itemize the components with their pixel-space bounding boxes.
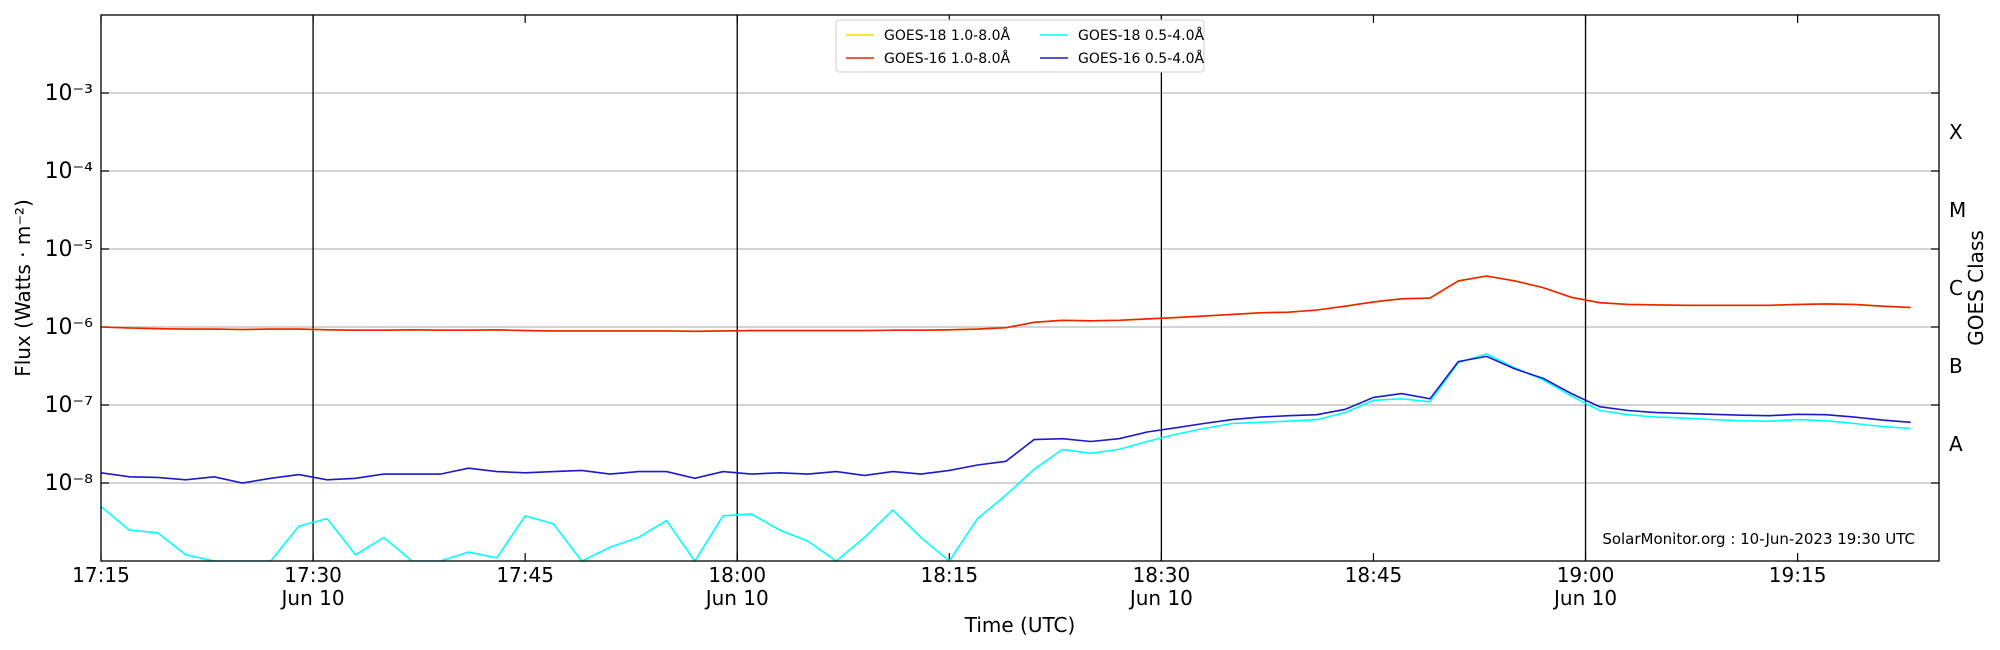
legend-label: GOES-18 1.0-8.0Å bbox=[884, 27, 1010, 44]
x-tick-label: 19:00 Jun 10 bbox=[1552, 563, 1617, 610]
plot-frame bbox=[100, 14, 1940, 562]
y2-axis-label: GOES Class bbox=[1964, 230, 1988, 346]
legend-label: GOES-16 0.5-4.0Å bbox=[1078, 50, 1204, 67]
x-tick-label: 18:45 bbox=[1345, 563, 1403, 587]
y-tick-label: 10⁻⁶ bbox=[45, 315, 94, 340]
series-line bbox=[101, 355, 1911, 484]
legend-label: GOES-18 0.5-4.0Å bbox=[1078, 27, 1204, 44]
legend-box bbox=[835, 19, 1205, 73]
x-tick-label: 18:00 Jun 10 bbox=[704, 563, 769, 610]
x-tick-label: 17:45 bbox=[496, 563, 554, 587]
x-tick-label: 18:15 bbox=[920, 563, 978, 587]
y-tick-label: 10⁻⁸ bbox=[45, 471, 94, 496]
y2-tick-label: A bbox=[1949, 432, 1963, 456]
x-axis-label: Time (UTC) bbox=[964, 613, 1076, 637]
plot-area bbox=[101, 275, 1911, 561]
y-tick-label: 10⁻³ bbox=[45, 81, 93, 106]
y-axis-label: Flux (Watts · m⁻²) bbox=[11, 199, 35, 377]
y2-tick-label: B bbox=[1949, 354, 1963, 378]
x-tick-label: 18:30 Jun 10 bbox=[1128, 563, 1193, 610]
series-line bbox=[101, 353, 1911, 561]
series-line bbox=[101, 275, 1911, 333]
y-tick-label: 10⁻⁴ bbox=[45, 159, 94, 184]
y2-tick-label: X bbox=[1949, 120, 1963, 144]
y2-tick-label: M bbox=[1949, 198, 1966, 222]
x-tick-label: 17:15 bbox=[72, 563, 130, 587]
annotation: SolarMonitor.org : 10-Jun-2023 19:30 UTC bbox=[1602, 530, 1915, 548]
x-tick-label: 19:15 bbox=[1769, 563, 1827, 587]
y-tick-label: 10⁻⁵ bbox=[45, 237, 93, 262]
y-tick-label: 10⁻⁷ bbox=[45, 393, 93, 418]
x-tick-label: 17:30 Jun 10 bbox=[280, 563, 345, 610]
legend-label: GOES-16 1.0-8.0Å bbox=[884, 50, 1010, 67]
y2-tick-label: C bbox=[1949, 276, 1963, 300]
